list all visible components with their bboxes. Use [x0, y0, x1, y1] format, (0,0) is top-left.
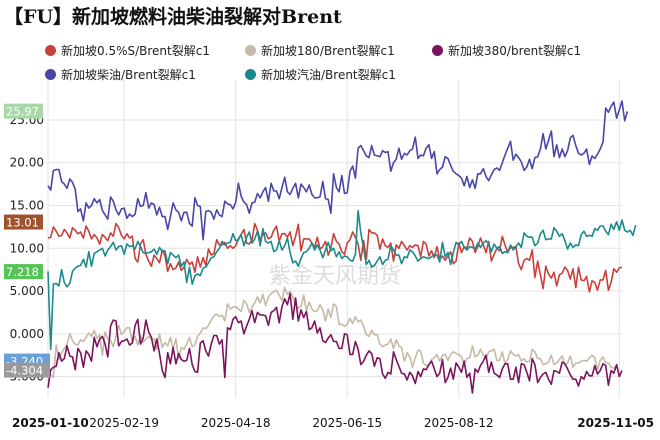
value-label-bg — [4, 103, 43, 119]
x-tick-label: 2025-02-19 — [89, 416, 159, 430]
legend-label-0: 新加坡0.5%S/Brent裂解c1 — [61, 44, 210, 58]
legend-item-3: 新加坡柴油/Brent裂解c1 — [45, 66, 196, 83]
y-tick-label: 10.00 — [10, 241, 44, 255]
legend-dot-4 — [245, 69, 256, 80]
legend-item-2: 新加坡380/brent裂解c1 — [432, 42, 581, 59]
chart-title: 【FU】新加坡燃料油柴油裂解对Brent — [4, 6, 342, 28]
value-label: -4.304 — [6, 364, 43, 378]
legend-label-1: 新加坡180/Brent裂解c1 — [261, 44, 395, 58]
y-tick-label: 20.00 — [10, 156, 44, 170]
legend-label-2: 新加坡380/brent裂解c1 — [448, 44, 582, 58]
value-label-bg — [4, 214, 43, 230]
value-label-bg — [4, 362, 50, 378]
x-tick-label: 2025-04-18 — [201, 416, 271, 430]
value-label-bg — [4, 264, 43, 280]
series-line-3 — [47, 100, 629, 241]
series-line-1 — [47, 286, 618, 381]
legend-item-1: 新加坡180/Brent裂解c1 — [245, 42, 395, 59]
watermark: 紫金天风期货 — [269, 264, 401, 289]
x-tick-label: 2025-06-15 — [312, 416, 382, 430]
legend-item-0: 新加坡0.5%S/Brent裂解c1 — [45, 42, 210, 59]
y-tick-label: 5.000 — [10, 284, 44, 298]
x-tick-label: 2025-11-05 — [577, 416, 654, 430]
y-tick-label: 0.000 — [10, 327, 44, 341]
legend-dot-1 — [245, 45, 256, 56]
series-line-2 — [47, 292, 623, 394]
legend-label-4: 新加坡汽油/Brent裂解c1 — [261, 68, 396, 82]
legend-dot-0 — [45, 45, 56, 56]
value-label: 13.01 — [6, 216, 39, 230]
x-tick-label: 2025-08-12 — [424, 416, 494, 430]
legend-label-3: 新加坡柴油/Brent裂解c1 — [61, 68, 196, 82]
legend-dot-3 — [45, 69, 56, 80]
x-tick-label: 2025-01-10 — [12, 416, 89, 430]
legend-dot-2 — [432, 45, 443, 56]
value-label: 25.97 — [6, 105, 39, 119]
series-line-4 — [47, 209, 637, 351]
legend: 新加坡0.5%S/Brent裂解c1 新加坡180/Brent裂解c1 新加坡3… — [0, 38, 660, 86]
legend-item-4: 新加坡汽油/Brent裂解c1 — [245, 66, 396, 83]
y-tick-label: 15.00 — [10, 199, 44, 213]
series-line-0 — [47, 222, 623, 293]
value-label: 7.218 — [6, 265, 39, 279]
